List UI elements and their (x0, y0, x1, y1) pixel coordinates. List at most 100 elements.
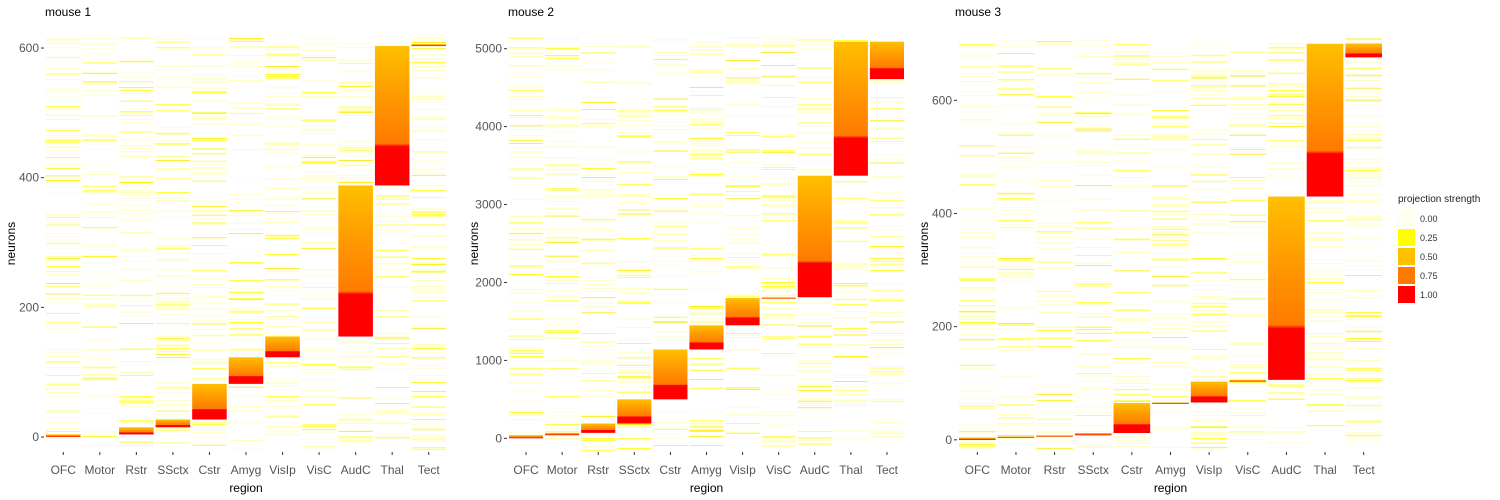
x-tick-label: Rstr (125, 463, 147, 477)
speckle (192, 64, 227, 66)
speckle (228, 101, 264, 103)
speckle (689, 206, 724, 208)
speckle (545, 41, 580, 43)
speckle (617, 358, 652, 360)
speckle (1113, 134, 1151, 136)
speckle (617, 343, 652, 344)
speckle (228, 62, 264, 63)
speckle (833, 240, 868, 242)
speckle (411, 109, 446, 111)
speckle (869, 141, 904, 142)
speckle (192, 423, 227, 425)
speckle (617, 274, 652, 276)
speckle (228, 280, 264, 282)
speckle (82, 367, 118, 369)
speckle (192, 54, 227, 56)
speckle (761, 295, 796, 297)
speckle (411, 406, 446, 408)
speckle (1345, 428, 1382, 430)
speckle (833, 437, 868, 439)
speckle (653, 438, 688, 440)
speckle (725, 149, 760, 151)
speckle (228, 386, 264, 388)
speckle (1074, 431, 1112, 433)
speckle (46, 157, 81, 159)
speckle (1036, 106, 1073, 108)
speckle (653, 177, 688, 178)
speckle (1229, 125, 1267, 127)
speckle (46, 410, 81, 412)
speckle (338, 346, 373, 348)
y-tick-label: 0 (32, 430, 39, 444)
speckle (119, 405, 154, 407)
speckle (581, 303, 616, 304)
speckle (761, 195, 796, 197)
speckle (1345, 158, 1382, 160)
speckle (1152, 390, 1189, 392)
speckle (119, 181, 154, 182)
speckle (1036, 338, 1073, 339)
speckle (1113, 186, 1151, 187)
speckle (997, 396, 1035, 398)
speckle (617, 426, 652, 428)
speckle (997, 349, 1035, 351)
speckle (374, 336, 410, 338)
speckle (155, 252, 191, 254)
speckle (689, 265, 724, 267)
speckle (1268, 86, 1305, 88)
speckle (545, 201, 580, 202)
speckle (509, 228, 544, 230)
speckle (509, 52, 544, 54)
speckle (338, 145, 373, 147)
speckle (689, 312, 724, 314)
speckle (581, 123, 616, 125)
speckle (1306, 220, 1344, 222)
speckle (46, 243, 81, 244)
speckle (1074, 304, 1112, 306)
speckle (545, 164, 580, 166)
speckle (509, 419, 544, 420)
speckle (761, 136, 796, 138)
speckle (119, 397, 154, 399)
speckle (617, 270, 652, 272)
speckle (119, 108, 154, 110)
speckle (192, 174, 227, 175)
speckle (509, 232, 544, 234)
speckle (265, 212, 300, 214)
block-motor (545, 432, 580, 436)
speckle (581, 176, 616, 178)
speckle (411, 224, 446, 226)
speckle (581, 418, 616, 420)
speckle (797, 335, 832, 337)
speckle (797, 366, 832, 367)
speckle (1152, 135, 1189, 137)
speckle (545, 117, 580, 119)
speckle (581, 390, 616, 391)
speckle (155, 65, 191, 67)
speckle (1036, 261, 1073, 263)
speckle (1345, 122, 1382, 124)
speckle (1268, 115, 1305, 117)
speckle (1345, 216, 1382, 217)
speckle (46, 302, 81, 304)
speckle (797, 407, 832, 409)
speckle (192, 222, 227, 224)
speckle (1152, 124, 1189, 126)
speckle (228, 177, 264, 178)
speckle (761, 317, 796, 319)
speckle (653, 106, 688, 108)
speckle (833, 334, 868, 336)
speckle (959, 319, 996, 320)
speckle (82, 44, 118, 46)
speckle (155, 309, 191, 311)
speckle (46, 40, 81, 42)
speckle (46, 216, 81, 218)
speckle (1036, 300, 1073, 302)
speckle (617, 357, 652, 359)
speckle (959, 348, 996, 350)
speckle (545, 290, 580, 292)
speckle (1152, 110, 1189, 112)
speckle (1345, 369, 1382, 371)
speckle (509, 114, 544, 116)
speckle (1190, 442, 1228, 444)
